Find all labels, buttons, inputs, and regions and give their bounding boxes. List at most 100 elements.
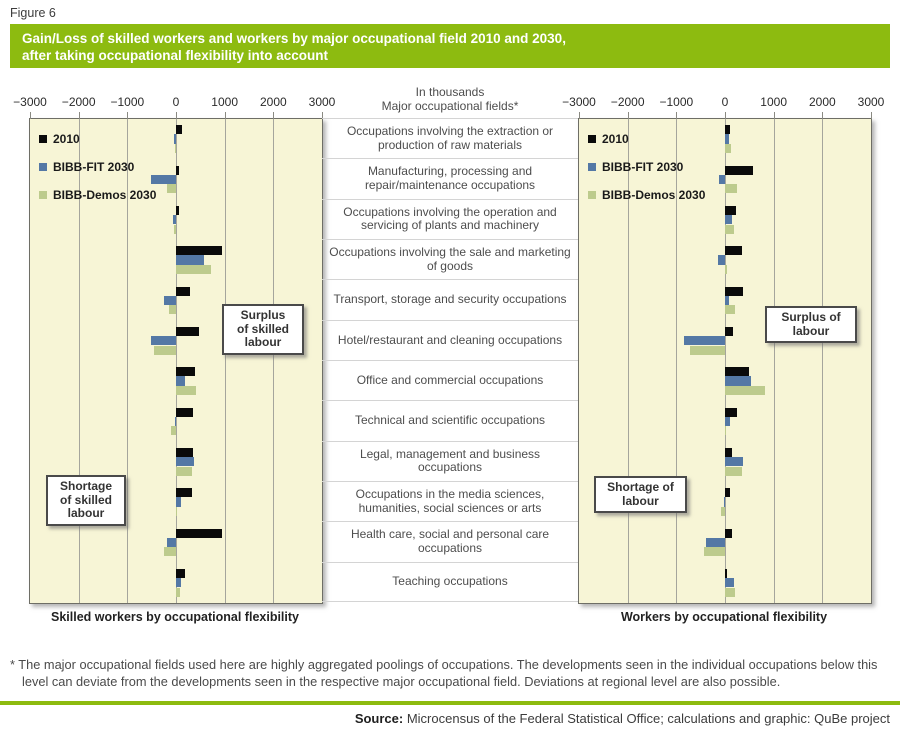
axis-tick [579,112,580,119]
bar-bibb-demos-2030 [176,466,192,476]
legend-label: 2010 [53,132,80,146]
bar-2010 [725,125,731,135]
legend-label: BIBB-FIT 2030 [53,160,135,174]
source-line: Source: Microcensus of the Federal Stati… [355,711,890,726]
source-text: Microcensus of the Federal Statistical O… [403,711,890,726]
bar-bibb-fit-2030 [706,537,725,548]
bar-bibb-fit-2030 [725,134,730,144]
gridline [127,119,129,603]
axis-tick-label: 2000 [808,95,836,109]
bar-2010 [176,165,180,175]
bar-2010 [725,447,733,458]
legend-swatch [39,191,47,199]
bar-bibb-demos-2030 [689,345,725,355]
bar-bibb-demos-2030 [168,305,176,315]
gridline [273,119,275,603]
bar-bibb-fit-2030 [176,457,195,467]
gridline [725,119,726,603]
legend-item: BIBB-FIT 2030 [588,160,683,174]
legend-label: BIBB-Demos 2030 [602,188,706,202]
gridline [773,119,775,603]
category-label-list: Occupations involving the extraction or … [322,118,578,602]
bar-2010 [176,528,223,538]
bar-bibb-fit-2030 [175,416,177,427]
axis-tick [30,112,31,119]
bar-2010 [176,286,190,296]
bar-bibb-fit-2030 [724,497,726,507]
category-label: Teaching occupations [322,561,578,602]
bar-bibb-demos-2030 [721,506,725,517]
legend-item: BIBB-Demos 2030 [588,188,705,202]
bar-2010 [725,205,736,216]
bar-bibb-demos-2030 [725,466,743,476]
category-label: Occupations in the media sciences, human… [322,480,578,521]
middle-header-line1: In thousands [415,85,485,99]
legend-swatch [39,163,47,171]
bar-2010 [725,367,749,377]
bar-bibb-demos-2030 [725,426,727,436]
legend-swatch [39,135,47,143]
bar-2010 [725,488,730,498]
bar-bibb-fit-2030 [164,295,176,306]
bar-bibb-demos-2030 [163,547,176,557]
annotation-shortage-labour: Shortage of labour [594,476,687,513]
bar-bibb-fit-2030 [176,255,204,265]
legend-swatch [588,191,596,199]
figure-title-line2: after taking occupational flexibility in… [22,48,329,63]
caption-skilled-workers: Skilled workers by occupational flexibil… [51,610,299,624]
axis-tick-label: 3000 [308,95,336,109]
annotation-shortage-skilled-labour: Shortage of skilled labour [46,475,126,526]
bar-bibb-fit-2030 [725,215,732,225]
gridline [224,119,226,603]
bar-bibb-fit-2030 [176,578,182,588]
figure-title-line1: Gain/Loss of skilled workers and workers… [22,31,566,46]
axis-tick [127,112,129,119]
axis-tick-label: 1000 [760,95,788,109]
bar-2010 [725,528,733,538]
legend-swatch [588,163,596,171]
bar-2010 [176,125,182,135]
legend-label: 2010 [602,132,629,146]
figure-title: Gain/Loss of skilled workers and workers… [10,24,890,68]
bar-bibb-fit-2030 [725,457,743,467]
bar-2010 [176,367,195,377]
axis-tick [871,112,872,119]
bar-bibb-demos-2030 [725,224,735,234]
bar-bibb-demos-2030 [725,305,735,315]
bar-bibb-fit-2030 [176,497,182,507]
category-labels-column: In thousands Major occupational fields* … [322,85,578,602]
category-label: Legal, management and business occupatio… [322,440,578,481]
category-label: Office and commercial occupations [322,359,578,400]
bar-2010 [176,246,223,256]
plot-area-skilled-workers: −3000 −2000 −1000 0 1000 2000 3000 2010 BIBB-FIT… [13,95,335,604]
bar-2010 [725,568,727,579]
category-label: Transport, storage and security occupati… [322,279,578,319]
annotation-surplus-skilled-labour: Surplus of skilled labour [222,304,304,355]
gridline [822,119,824,603]
axis-tick [627,112,629,119]
axis-tick-label: −3000 [562,95,596,109]
bar-bibb-demos-2030 [725,184,737,194]
axis-tick-label: 1000 [211,95,239,109]
figure-label: Figure 6 [10,6,56,20]
bar-bibb-fit-2030 [725,578,734,588]
bar-bibb-fit-2030 [684,336,725,346]
bar-bibb-demos-2030 [176,587,181,597]
bar-2010 [176,447,194,458]
axis-tick [273,112,275,119]
bar-bibb-demos-2030 [725,587,736,597]
bar-bibb-fit-2030 [725,376,752,386]
axis-tick [322,112,323,119]
bar-bibb-demos-2030 [175,143,177,154]
bar-bibb-fit-2030 [176,376,186,386]
bar-2010 [176,568,185,579]
axis-tick [224,112,226,119]
axis-tick-label: 2000 [259,95,287,109]
axis-tick-label: 0 [721,95,729,109]
legend-label: BIBB-FIT 2030 [602,160,684,174]
category-label: Health care, social and personal care oc… [322,521,578,561]
bar-bibb-demos-2030 [704,547,725,557]
bar-2010 [725,165,754,175]
annotation-surplus-labour: Surplus of labour [765,306,857,343]
